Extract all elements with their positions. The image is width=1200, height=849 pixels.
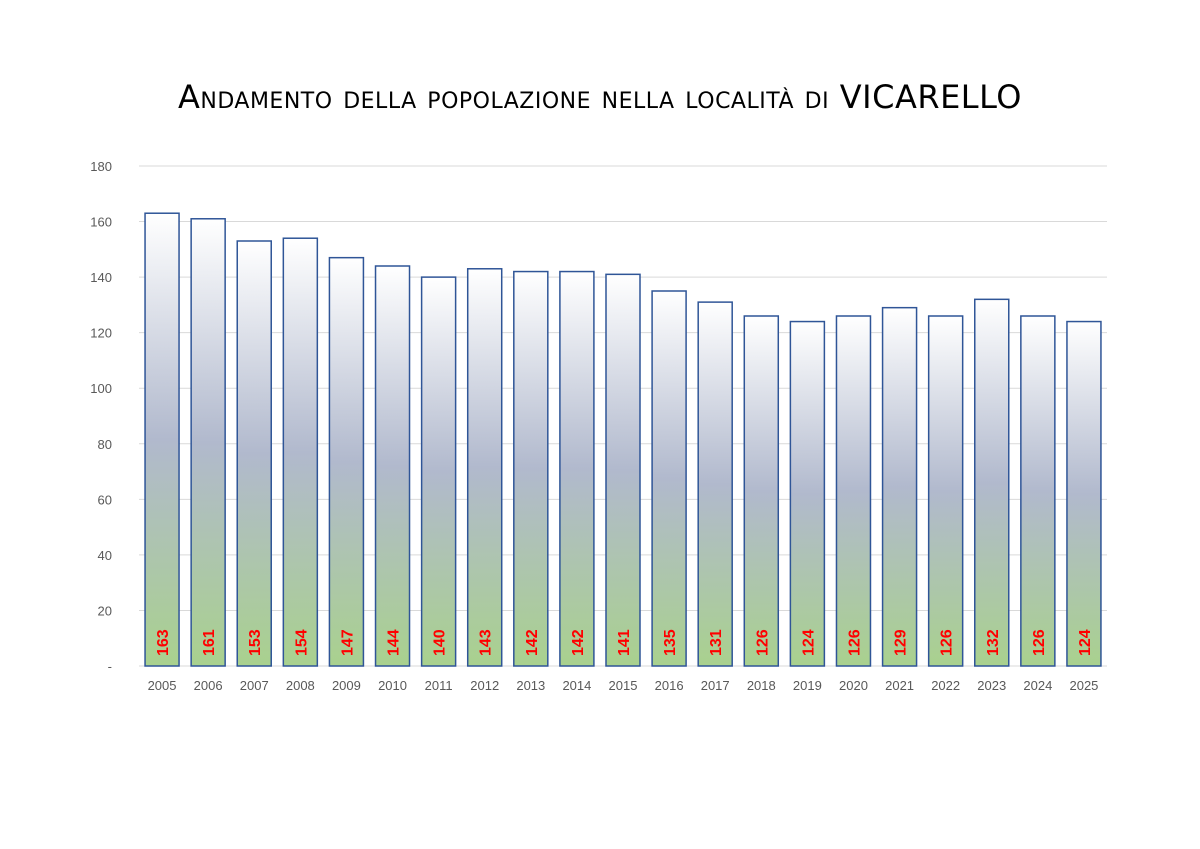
chart-title: Andamento della popolazione nella locali… xyxy=(178,78,1022,116)
x-tick-label: 2015 xyxy=(609,678,638,693)
bar xyxy=(1066,320,1102,667)
bar xyxy=(651,290,687,667)
y-tick-label: - xyxy=(108,659,112,674)
x-tick-label: 2011 xyxy=(425,678,453,693)
bar xyxy=(835,315,872,667)
data-label: 153 xyxy=(247,629,264,656)
x-tick-label: 2024 xyxy=(1023,678,1052,693)
data-label: 135 xyxy=(662,629,679,656)
x-tick-label: 2022 xyxy=(931,678,960,693)
x-tick-label: 2009 xyxy=(332,678,361,693)
data-label: 140 xyxy=(432,629,449,656)
data-label: 126 xyxy=(1031,629,1048,656)
x-tick-label: 2018 xyxy=(747,678,776,693)
data-label: 124 xyxy=(1077,629,1094,656)
bar xyxy=(1020,315,1056,667)
bar xyxy=(328,256,365,667)
data-label: 142 xyxy=(524,629,541,656)
x-tick-label: 2020 xyxy=(839,678,868,693)
bar xyxy=(282,237,319,667)
x-tick-label: 2016 xyxy=(655,678,684,693)
x-tick-label: 2007 xyxy=(240,678,269,693)
data-label: 154 xyxy=(293,629,310,656)
x-tick-label: 2021 xyxy=(885,678,914,693)
data-label: 144 xyxy=(386,629,403,656)
data-label: 141 xyxy=(616,629,633,656)
bar xyxy=(743,315,780,667)
bar xyxy=(697,301,733,667)
bar xyxy=(420,276,457,667)
data-label: 124 xyxy=(800,629,817,656)
y-tick-label: 40 xyxy=(98,548,112,563)
y-tick-label: 180 xyxy=(90,159,112,174)
bar xyxy=(374,265,411,667)
x-tick-label: 2019 xyxy=(793,678,822,693)
data-label: 129 xyxy=(893,629,910,656)
x-tick-label: 2008 xyxy=(286,678,315,693)
bar xyxy=(789,320,826,667)
bar xyxy=(466,268,503,667)
x-tick-label: 2017 xyxy=(701,678,730,693)
data-label: 126 xyxy=(754,629,771,656)
x-tick-label: 2006 xyxy=(194,678,223,693)
y-tick-label: 160 xyxy=(90,215,112,230)
data-label: 126 xyxy=(939,629,956,656)
bar xyxy=(559,270,595,667)
data-label: 143 xyxy=(478,629,495,656)
data-label: 131 xyxy=(708,629,725,656)
bar xyxy=(513,270,549,667)
x-tick-label: 2023 xyxy=(977,678,1006,693)
y-tick-label: 100 xyxy=(90,381,112,396)
bar xyxy=(236,240,272,667)
bar xyxy=(927,315,964,667)
y-tick-label: 60 xyxy=(98,492,112,507)
data-label: 163 xyxy=(155,629,172,656)
bar xyxy=(605,273,641,667)
data-label: 161 xyxy=(201,629,218,656)
y-tick-label: 80 xyxy=(98,437,112,452)
data-label: 142 xyxy=(570,629,587,656)
x-tick-label: 2013 xyxy=(516,678,545,693)
bar xyxy=(144,212,180,667)
y-tick-label: 20 xyxy=(98,603,112,618)
x-tick-label: 2025 xyxy=(1069,678,1098,693)
y-tick-label: 140 xyxy=(90,270,112,285)
data-label: 147 xyxy=(339,629,356,656)
data-label: 132 xyxy=(985,629,1002,656)
bar xyxy=(974,298,1010,667)
x-tick-label: 2012 xyxy=(470,678,499,693)
x-tick-label: 2010 xyxy=(378,678,407,693)
x-tick-label: 2005 xyxy=(148,678,177,693)
x-tick-label: 2014 xyxy=(562,678,591,693)
data-label: 126 xyxy=(846,629,863,656)
bar xyxy=(881,306,918,667)
bar xyxy=(190,218,226,667)
y-tick-label: 120 xyxy=(90,326,112,341)
